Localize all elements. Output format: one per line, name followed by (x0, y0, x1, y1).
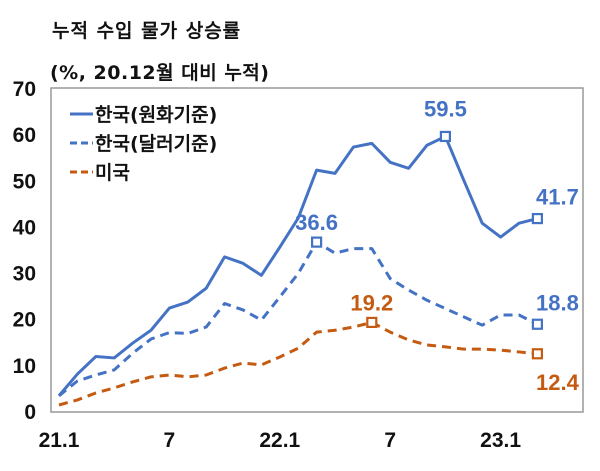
data-label: 12.4 (536, 370, 580, 395)
y-tick-label: 60 (13, 124, 36, 147)
point-marker (531, 318, 544, 330)
data-label: 18.8 (536, 290, 579, 315)
legend-label: 한국(원화기준) (95, 104, 217, 126)
y-tick-label: 20 (13, 309, 36, 332)
point-marker (439, 130, 451, 143)
x-axis: 21.1 7 22.1 7 23.1 (39, 429, 522, 452)
legend-label: 한국(달러기준) (95, 133, 217, 155)
x-tick-label: 22.1 (259, 429, 300, 452)
plot-frame (50, 87, 584, 413)
y-tick-label: 10 (13, 355, 36, 378)
y-tick-label: 40 (13, 216, 36, 239)
chart-title: 누적 수입 물가 상승률 (52, 20, 242, 42)
y-tick-label: 30 (13, 263, 36, 286)
series-line-1 (58, 240, 539, 397)
y-tick-label: 70 (13, 78, 36, 101)
point-marker (531, 212, 544, 225)
data-label: 41.7 (536, 185, 579, 210)
data-labels: 59.5 41.7 36.6 18.8 19.2 12.4 (295, 96, 579, 394)
data-label: 19.2 (350, 290, 393, 315)
series-lines (57, 134, 539, 407)
x-tick-label: 7 (164, 429, 176, 452)
x-tick-label: 7 (384, 429, 396, 452)
y-axis: 0 10 20 30 40 50 60 70 (13, 78, 36, 424)
point-marker (366, 316, 378, 329)
legend: 한국(원화기준) 한국(달러기준) 미국 (70, 104, 217, 184)
chart-subtitle: (%, 20.12월 대비 누적) (50, 62, 270, 84)
point-marker (311, 236, 323, 248)
data-label: 36.6 (295, 210, 338, 235)
series-line-2 (58, 320, 538, 407)
point-marker (531, 348, 544, 360)
legend-label: 미국 (95, 162, 130, 184)
data-label: 59.5 (424, 96, 467, 121)
y-tick-label: 0 (24, 401, 36, 424)
x-tick-label: 23.1 (480, 429, 521, 452)
y-tick-label: 50 (13, 170, 36, 193)
x-tick-label: 21.1 (39, 429, 80, 452)
